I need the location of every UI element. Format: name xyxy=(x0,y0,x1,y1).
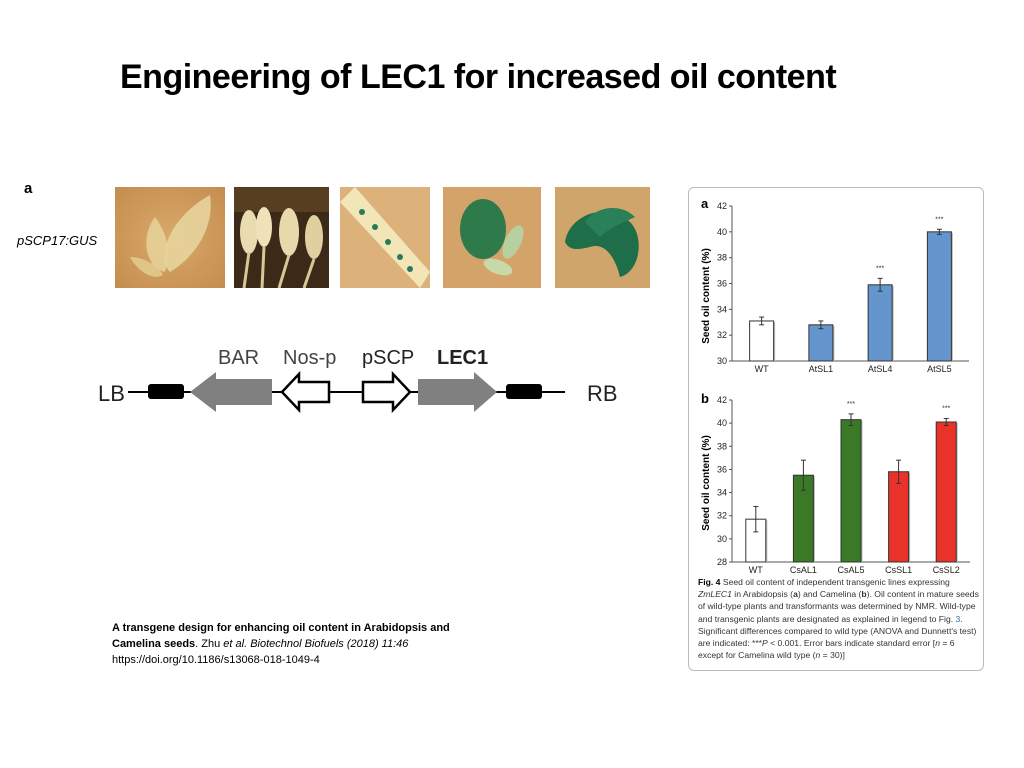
panel-label-a: a xyxy=(24,180,33,197)
caption-n: n xyxy=(935,638,940,649)
y-tick-label: 34 xyxy=(717,304,727,314)
caption-text: . Significant differences compared to wi… xyxy=(698,613,977,649)
chart-a-panel-label: a xyxy=(701,196,709,211)
y-tick-label: 30 xyxy=(717,534,727,544)
lec1-label: LEC1 xyxy=(437,347,488,369)
x-tick-label: AtSL5 xyxy=(927,364,952,374)
bar xyxy=(935,421,957,563)
caption-panel-a-ref: a xyxy=(793,589,798,600)
x-tick-label: CsAL1 xyxy=(790,565,817,575)
x-tick-label: CsAL5 xyxy=(837,565,864,575)
y-tick-label: 30 xyxy=(717,356,727,366)
y-tick-label: 42 xyxy=(717,395,727,405)
citation-et-al: et al. xyxy=(223,638,248,650)
citation-title: A transgene design for enhancing oil con… xyxy=(112,622,450,650)
nos-p-label: Nos-p xyxy=(283,347,336,369)
photo-embryo xyxy=(555,187,650,288)
x-tick-label: WT xyxy=(749,565,763,575)
y-tick-label: 28 xyxy=(717,557,727,567)
transgene-construct-diagram: LB RB BAR Nos-p pSCP LEC1 xyxy=(98,347,618,414)
bar xyxy=(888,471,910,563)
x-tick-label: WT xyxy=(755,364,769,374)
caption-panel-b-ref: b xyxy=(861,589,867,600)
significance-label: *** xyxy=(942,406,950,413)
significance-label: *** xyxy=(935,216,943,223)
caption-text: ). Oil content in mature seeds of wild-t… xyxy=(698,589,979,624)
chart-panel-b: b Seed oil content (%) 28 30 32 34 36 38 40 42 W… xyxy=(701,391,970,575)
caption-text: ) and Camelina ( xyxy=(797,589,862,600)
caption-text: < 0.001. Error bars indicate standard er… xyxy=(767,638,936,649)
gus-row-label: pSCP17:GUS xyxy=(17,233,98,248)
citation: A transgene design for enhancing oil con… xyxy=(112,622,450,666)
significance-label: *** xyxy=(847,401,855,408)
chart-b-panel-label: b xyxy=(701,391,709,406)
caption-fig-label: Fig. 4 xyxy=(698,577,721,587)
left-border-box xyxy=(148,384,184,399)
caption-n: n xyxy=(815,650,821,661)
x-tick-label: AtSL4 xyxy=(868,364,893,374)
y-tick-label: 42 xyxy=(717,201,727,211)
caption-text: Seed oil content of independent transgen… xyxy=(720,577,950,587)
figure-4-box: a Seed oil content (%) 30 32 34 36 38 40 42 WT A… xyxy=(688,187,984,671)
y-tick-label: 34 xyxy=(717,488,727,498)
slide-title: Engineering of LEC1 for increased oil co… xyxy=(120,58,837,96)
right-border-label: RB xyxy=(587,381,618,406)
y-tick-label: 38 xyxy=(717,253,727,263)
caption-p: P xyxy=(762,638,768,649)
nos-p-arrow xyxy=(280,370,331,414)
pscp-label: pSCP xyxy=(362,347,414,369)
caption-text: in Arabidopsis ( xyxy=(731,589,794,600)
photo-leaf xyxy=(115,187,225,288)
y-tick-label: 36 xyxy=(717,279,727,289)
caption-gene: ZmLEC1 xyxy=(698,589,732,600)
y-tick-label: 38 xyxy=(717,441,727,451)
photo-seedling xyxy=(443,187,541,288)
chart-a-ylabel: Seed oil content (%) xyxy=(701,248,712,344)
bar xyxy=(749,320,775,362)
bar xyxy=(808,324,834,362)
bar xyxy=(926,231,952,362)
y-tick-label: 40 xyxy=(717,418,727,428)
right-border-box xyxy=(506,384,542,399)
chart-panel-a: a Seed oil content (%) 30 32 34 36 38 40 42 WT A… xyxy=(701,196,969,374)
y-tick-label: 36 xyxy=(717,464,727,474)
figure-caption: Fig. 4 Seed oil content of independent t… xyxy=(698,576,980,661)
citation-doi[interactable]: https://doi.org/10.1186/s13068-018-1049-… xyxy=(112,654,320,666)
bar xyxy=(867,284,893,362)
x-tick-label: CsSL2 xyxy=(933,565,960,575)
caption-text: = 30)] xyxy=(820,650,845,661)
caption-fig-link[interactable]: 3 xyxy=(955,613,961,624)
significance-label: *** xyxy=(876,265,884,272)
citation-journal: Biotechnol Biofuels (2018) 11:46 xyxy=(250,638,409,650)
y-tick-label: 32 xyxy=(717,330,727,340)
citation-authors: Zhu xyxy=(201,638,224,650)
chart-b-ylabel: Seed oil content (%) xyxy=(701,435,712,531)
x-tick-label: CsSL1 xyxy=(885,565,912,575)
lec1-arrow xyxy=(418,372,497,412)
pscp-arrow xyxy=(361,370,412,414)
bar xyxy=(840,419,862,563)
left-border-label: LB xyxy=(98,381,125,406)
bar-arrow xyxy=(190,372,272,412)
bar-label: BAR xyxy=(218,347,259,369)
y-tick-label: 40 xyxy=(717,227,727,237)
photo-flowers xyxy=(234,187,329,288)
x-tick-label: AtSL1 xyxy=(809,364,834,374)
caption-text: = 6 except for Camelina wild type ( xyxy=(698,638,955,661)
photo-silique xyxy=(340,187,430,288)
y-tick-label: 32 xyxy=(717,511,727,521)
